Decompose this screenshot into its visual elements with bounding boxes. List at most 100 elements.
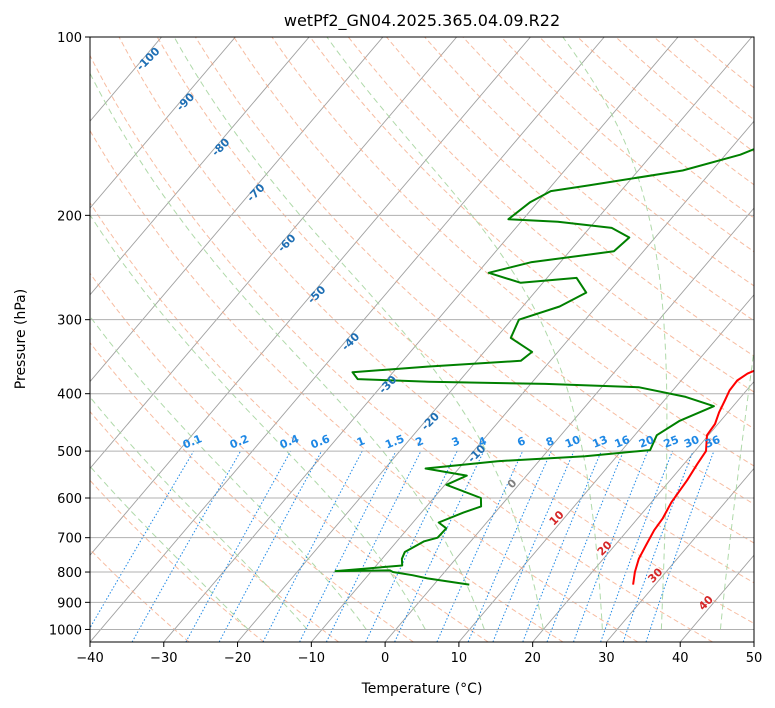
moist-adiabat-line [173,37,544,630]
temperature-profile-line [632,369,754,585]
isotherm-line [310,120,754,642]
chart-title: wetPf2_GN04.2025.365.04.09.R22 [284,11,560,31]
dry-adiabat-line [194,37,754,544]
moist-adiabat-line [90,396,308,630]
dry-adiabat-line [539,37,754,219]
isotherm-label: 0 [505,476,520,491]
y-tick-label: 1000 [49,623,82,638]
dry-adiabat-label: -40 [339,330,362,353]
mixing-ratio-line [131,450,242,642]
y-tick-label: 800 [57,566,82,581]
mixing-ratio-line [185,450,292,642]
y-tick-label: 700 [57,532,82,547]
dry-adiabat-label: -80 [209,135,232,158]
mixing-ratio-line [436,450,524,642]
mixing-ratio-label: 30 [682,433,701,451]
background-lines [0,37,754,642]
x-tick-label: 40 [672,651,689,666]
dry-adiabat-label: -90 [174,90,197,113]
dry-adiabat-label: -60 [275,231,298,254]
isotherm-label: 40 [696,593,716,613]
dry-adiabat-line [118,37,754,624]
mixing-ratio-label: 0.4 [278,432,301,451]
pressure-gridlines [90,37,754,630]
moist-adiabat-line [562,37,668,630]
isotherm-line [0,37,14,642]
mixing-ratio-label: 1.5 [383,432,406,451]
moist-adiabat-line [90,214,426,630]
dry-adiabat-line [615,37,754,153]
isotherm-line [458,294,754,642]
dry-adiabat-line [156,37,754,584]
moist-adiabat-line [719,346,754,630]
x-tick-label: 0 [381,651,389,666]
mixing-ratio-label: 6 [515,434,527,449]
dry-adiabat-line [90,272,489,642]
mixing-ratio-label: 16 [613,433,632,451]
dry-adiabat-line [233,37,754,505]
x-tick-label: 50 [746,651,763,666]
isotherm-label: 30 [645,565,665,585]
isotherm-line [90,37,458,470]
dry-adiabat-label: -50 [305,283,328,306]
dry-adiabat-line [90,410,339,642]
y-tick-label: 300 [57,314,82,329]
mixing-ratio-label: 8 [544,434,556,449]
isotherm-line [90,37,310,296]
mixing-ratio-line [218,450,323,642]
x-tick-label: −10 [298,651,325,666]
dry-adiabat-line [90,479,265,642]
mixing-ratio-label: 1 [355,434,367,449]
mixing-ratio-line [90,450,195,629]
y-tick-label: 500 [57,445,82,460]
isotherm-line [679,554,754,642]
y-tick-label: 200 [57,209,82,224]
moist-adiabat-line [90,465,249,630]
sounding-profiles [334,148,754,586]
dry-adiabat-line [691,37,754,89]
mixing-ratio-line [573,450,649,642]
mixing-ratio-line [299,450,397,642]
mixing-ratio-label: 2 [414,434,426,449]
isotherm-line [384,207,754,642]
dry-adiabat-label: -70 [244,181,267,204]
mixing-ratio-line [262,450,363,642]
dry-adiabat-line [462,37,754,287]
isotherm-line [606,467,754,642]
mixing-ratio-label: 36 [703,433,722,451]
mixing-ratio-line [622,450,694,642]
isotherm-line [237,37,753,642]
mixing-ratio-line [492,450,575,642]
mixing-ratio-label: 10 [563,433,582,451]
x-tick-label: −20 [224,651,251,666]
dry-adiabat-line [424,37,754,322]
dry-adiabat-line [347,37,754,393]
x-tick-label: −40 [76,651,103,666]
x-axis-label: Temperature (°C) [361,681,483,697]
y-axis-label: Pressure (hPa) [13,289,29,389]
mixing-ratio-line [645,450,715,642]
isotherm-line [90,37,384,383]
mixing-ratio-line [394,450,485,642]
mixing-ratio-line [600,450,673,642]
dewpoint-profile-line [334,148,754,586]
isotherm-line [163,37,679,642]
x-tick-label: 10 [451,651,468,666]
y-tick-label: 900 [57,596,82,611]
isotherm-line [90,37,236,209]
mixing-ratio-label: 0.2 [228,432,251,451]
mixing-ratio-label: 0.1 [181,432,204,451]
moist-adiabat-line [90,72,485,630]
y-tick-label: 100 [57,31,82,46]
mixing-ratio-label: 3 [450,434,462,449]
dry-adiabat-line [90,201,564,642]
x-tick-label: −30 [150,651,177,666]
dry-adiabat-line [90,129,639,642]
moist-adiabat-line [90,315,367,630]
mixing-ratio-line [467,450,552,642]
dry-adiabat-line [653,37,754,121]
x-tick-label: 20 [524,651,541,666]
x-tick-label: 30 [598,651,615,666]
isotherm-line [90,37,605,642]
